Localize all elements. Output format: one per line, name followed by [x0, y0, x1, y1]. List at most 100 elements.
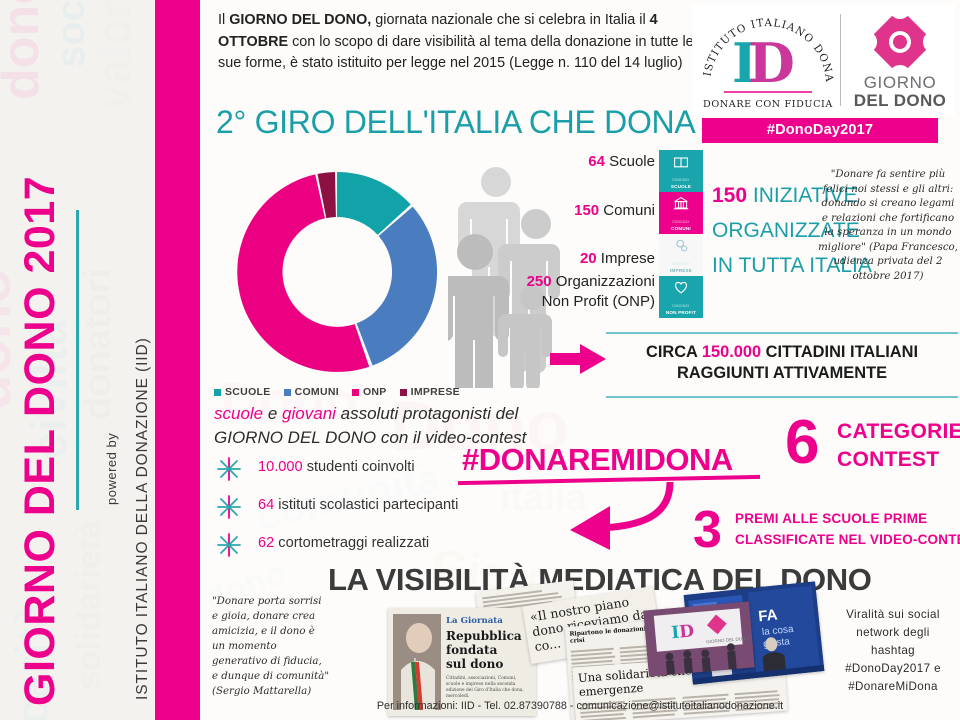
legend-swatch-onp: [351, 388, 359, 396]
svg-text:I: I: [671, 623, 681, 644]
svg-text:fiducia: fiducia: [0, 574, 5, 710]
svg-text:I: I: [732, 31, 757, 95]
svg-text:solidarietà: solidarietà: [70, 520, 108, 690]
donut-slice-imprese: [317, 172, 336, 219]
sg-mid: e: [263, 404, 283, 423]
donut-slice-onp: [237, 174, 370, 372]
iniziative-num: 150: [712, 184, 748, 207]
six-line2: CONTEST: [837, 448, 940, 471]
legend-item-scuole: SCUOLE: [214, 386, 271, 398]
legend-label-imprese: IMPRESE: [410, 386, 460, 398]
svg-text:la cosa: la cosa: [761, 624, 794, 638]
list-item: 64 istituti scolastici partecipanti: [216, 494, 546, 532]
bullet-list: 10.000 studenti coinvolti 64 istituti sc…: [216, 456, 546, 570]
intro-part2: giornata nazionale che si celebra in Ita…: [371, 12, 650, 28]
tile-imprese-label: IMPRESE: [669, 268, 693, 273]
stat-onp-num: 250: [526, 273, 552, 290]
six-label: CATEGORIE CONTEST: [837, 418, 960, 474]
sidebar-divider: [76, 210, 79, 510]
gears-icon: [676, 239, 688, 252]
sidebar-powered-by: powered by: [104, 432, 119, 505]
intro-part3: con lo scopo di dare visibilità al tema …: [218, 33, 694, 72]
iniziative-word: INIZIATIVE: [747, 184, 858, 207]
stat-scuole: 64 Scuole: [588, 153, 655, 170]
tile-nonprofit-top: DONODAY: [672, 304, 690, 308]
divider-bottom: [606, 396, 958, 398]
tile-scuole[interactable]: DONODAY SCUOLE: [659, 150, 703, 192]
bullet-1-text: istituti scolastici partecipanti: [274, 497, 459, 513]
svg-text:D: D: [748, 31, 795, 95]
intro-bold1: GIORNO DEL DONO,: [229, 12, 372, 28]
bullet-0-text: studenti coinvolti: [302, 459, 415, 475]
mattarella-quote-attribution: (Sergio Mattarella): [212, 686, 312, 697]
tile-nonprofit-label: NON PROFIT: [665, 310, 697, 315]
iid-logo: ISTITUTO ITALIANO DONAZIONE I D DONARE C…: [698, 8, 834, 110]
clipping-kicker: La Giornata: [446, 616, 503, 626]
stat-scuole-num: 64: [588, 153, 605, 170]
clipping-la-giornata: La Giornata Repubblica fondata sul dono …: [388, 608, 536, 716]
legend-swatch-scuole: [214, 388, 221, 396]
papa-quote-text: "Donare fa sentire più felici noi stessi…: [818, 169, 955, 253]
circa-cittadini-block: CIRCA 150.000 CITTADINI ITALIANI RAGGIUN…: [606, 342, 958, 384]
stat-onp-label: Organizzazioni: [551, 273, 655, 290]
intro-part1: Il: [218, 12, 230, 28]
asterisk-icon: [217, 533, 241, 557]
svg-text:GIORNO DEL DONO: GIORNO DEL DONO: [706, 636, 750, 645]
iniziative-line2: ORGANIZZATE: [712, 219, 860, 242]
building-icon: [673, 196, 689, 210]
papa-quote-attribution: (Papa Francesco, udienza privata del 2 o…: [833, 241, 958, 282]
tile-scuole-label: SCUOLE: [670, 184, 692, 189]
bullet-0-num: 10.000: [258, 459, 303, 475]
circa-line2: RAGGIUNTI ATTIVAMENTE: [676, 364, 888, 382]
legend-swatch-imprese: [399, 388, 407, 396]
divider-top: [606, 332, 958, 334]
clipping-stage-photo: I D GIORNO DEL DONO: [643, 601, 755, 677]
list-item: 10.000 studenti coinvolti: [216, 456, 546, 494]
tile-comuni-top: DONODAY: [672, 220, 690, 224]
viralita-line3: hashtag: [870, 644, 916, 657]
main-content: Dono Dono comunità Giorno dono italia Il…: [200, 0, 960, 720]
svg-text:FA: FA: [757, 606, 778, 625]
tile-imprese[interactable]: DONODAY IMPRESE: [659, 234, 703, 276]
three-line2: CLASSIFICATE NEL VIDEO-CONTEST: [735, 532, 960, 547]
svg-text:comunità: comunità: [0, 0, 2, 50]
stat-comuni: 150 Comuni: [574, 202, 655, 219]
svg-text:DEL DONO: DEL DONO: [854, 91, 947, 110]
stat-onp-label2: Non Profit (ONP): [541, 293, 655, 310]
circa-prefix: CIRCA: [645, 343, 702, 361]
tile-nonprofit[interactable]: DONODAY NON PROFIT: [659, 276, 703, 318]
viralita-line1: Viralità sui social: [846, 608, 940, 621]
chart-legend: SCUOLE COMUNI ONP IMPRESE: [214, 386, 464, 398]
six-number: 6: [785, 408, 820, 477]
circa-num: 150.000: [701, 343, 762, 361]
press-clippings-montage: La Giornata Repubblica fondata sul dono …: [328, 580, 828, 720]
stat-scuole-label: Scuole: [604, 153, 655, 170]
donoday-banner: #DonoDay2017: [702, 118, 938, 143]
list-item-text: 62 cortometraggi realizzati: [258, 535, 429, 551]
three-label: PREMI ALLE SCUOLE PRIME CLASSIFICATE NEL…: [735, 508, 960, 550]
svg-text:donatori: donatori: [77, 268, 119, 420]
bullet-2-num: 62: [258, 535, 275, 551]
bullet-2-text: cortometraggi realizzati: [274, 535, 430, 551]
intro-bold2: 4 OTTOBRE: [218, 12, 658, 50]
bullet-1-num: 64: [258, 497, 275, 513]
stat-comuni-num: 150: [574, 202, 600, 219]
stat-imprese-num: 20: [579, 250, 597, 267]
mattarella-quote: "Donare porta sorrisi e gioia, donare cr…: [212, 594, 330, 699]
list-item-text: 64 istituti scolastici partecipanti: [258, 497, 458, 513]
legend-swatch-comuni: [283, 388, 291, 396]
tile-imprese-top: DONODAY: [672, 262, 690, 266]
svg-text:dono: dono: [0, 0, 50, 100]
people-silhouettes-icon: [448, 167, 560, 388]
viralita-line5: #DonareMiDona: [848, 680, 938, 693]
clipping-body: Cittadini, associazioni, Comuni, scuole …: [446, 676, 524, 699]
stat-onp: 250 Organizzazioni Non Profit (ONP): [527, 272, 655, 312]
stage-photo: I D GIORNO DEL DONO: [643, 601, 755, 677]
hashtag-donaremidona: #DONAREMIDONA: [462, 442, 733, 477]
tile-comuni[interactable]: DONODAY COMUNI: [659, 192, 703, 234]
svg-text:sociale: sociale: [49, 0, 93, 68]
three-line1: PREMI ALLE SCUOLE PRIME: [735, 511, 928, 526]
svg-text:DONARE CON FIDUCIA: DONARE CON FIDUCIA: [703, 99, 833, 110]
category-icon-tiles: DONODAY SCUOLE DONODAY COMUNI DONODAY IM…: [659, 150, 703, 318]
iniziative-line3: IN TUTTA ITALIA: [712, 254, 872, 277]
